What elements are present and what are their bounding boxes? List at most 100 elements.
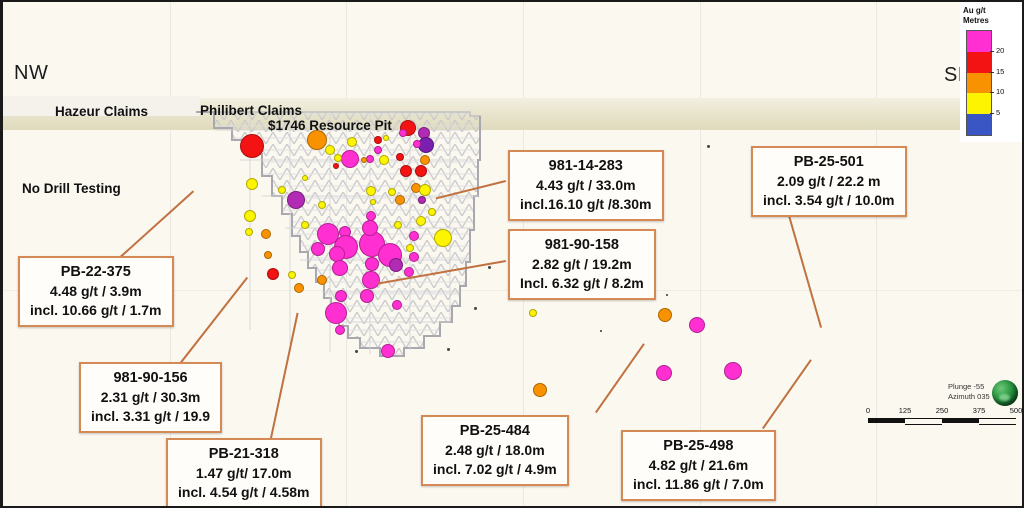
speck <box>666 294 668 296</box>
scale-bar-segment <box>868 418 905 423</box>
callout-pb-21-318[interactable]: PB-21-318 1.47 g/t/ 17.0m incl. 4.54 g/t /… <box>166 438 322 508</box>
drill-intercept-marker[interactable] <box>379 155 389 165</box>
drill-intercept-marker[interactable] <box>365 257 379 271</box>
drill-intercept-marker[interactable] <box>416 216 426 226</box>
drill-intercept-marker[interactable] <box>361 157 367 163</box>
legend-title: Au g/t Metres <box>963 6 989 26</box>
drill-intercept-marker[interactable] <box>420 155 430 165</box>
drill-intercept-marker[interactable] <box>245 228 253 236</box>
drill-intercept-marker[interactable] <box>366 186 376 196</box>
compass-sphere-icon <box>992 380 1018 406</box>
drill-intercept-marker[interactable] <box>362 271 380 289</box>
drill-intercept-marker[interactable] <box>418 196 426 204</box>
drill-intercept-marker[interactable] <box>347 137 357 147</box>
drill-intercept-marker[interactable] <box>332 260 348 276</box>
callout-hole-id: PB-22-375 <box>60 264 131 280</box>
legend-swatch-orange <box>967 72 991 94</box>
drill-intercept-marker[interactable] <box>388 188 396 196</box>
drill-intercept-marker[interactable] <box>267 268 279 280</box>
callout-dh-981-14-283[interactable]: 981-14-283 4.43 g/t / 33.0m incl.16.10 g/t… <box>508 150 664 222</box>
drill-intercept-marker[interactable] <box>404 267 414 277</box>
drill-intercept-marker[interactable] <box>374 146 382 154</box>
drill-intercept-marker[interactable] <box>381 344 395 358</box>
drill-intercept-marker[interactable] <box>294 283 304 293</box>
drill-intercept-marker[interactable] <box>400 165 412 177</box>
drill-intercept-marker[interactable] <box>335 290 347 302</box>
drill-intercept-marker[interactable] <box>288 271 296 279</box>
drill-intercept-marker[interactable] <box>366 211 376 221</box>
scale-bar-segment <box>942 418 979 423</box>
drill-intercept-marker[interactable] <box>311 242 325 256</box>
callout-pb-22-375[interactable]: PB-22-375 4.48 g/t / 3.9m incl. 10.66 g/t … <box>18 256 174 328</box>
callout-grade-width: 1.47 g/t/ 17.0m <box>195 465 292 482</box>
drill-intercept-marker[interactable] <box>341 150 359 168</box>
drill-intercept-marker[interactable] <box>261 229 271 239</box>
callout-hole-id: 981-90-158 <box>544 237 619 253</box>
drill-intercept-marker[interactable] <box>389 258 403 272</box>
direction-label-nw: NW <box>14 62 49 84</box>
callout-included-interval: incl. 11.86 g/t / 7.0m <box>633 475 764 492</box>
drill-intercept-marker[interactable] <box>689 317 705 333</box>
callout-included-interval: incl. 3.31 g/t / 19.9 <box>91 407 211 424</box>
drill-intercept-marker[interactable] <box>406 244 414 252</box>
frame-edge-bottom <box>0 506 1024 508</box>
drill-intercept-marker[interactable] <box>287 191 305 209</box>
orientation-readout: Plunge -55 Azimuth 035 <box>948 382 990 402</box>
drill-intercept-marker[interactable] <box>399 129 407 137</box>
drill-intercept-marker[interactable] <box>244 210 256 222</box>
drill-intercept-marker[interactable] <box>413 140 421 148</box>
callout-dh-981-90-158[interactable]: 981-90-158 2.82 g/t / 19.2m Incl. 6.32 g/t… <box>508 229 656 301</box>
speck <box>707 145 710 148</box>
drill-intercept-marker[interactable] <box>383 135 389 141</box>
map-label: $1746 Resource Pit <box>268 118 392 133</box>
drill-intercept-marker[interactable] <box>317 275 327 285</box>
callout-pb-25-498[interactable]: PB-25-498 4.82 g/t / 21.6m incl. 11.86 g/t… <box>621 430 776 502</box>
drill-intercept-marker[interactable] <box>366 155 374 163</box>
scale-bar-label: 250 <box>935 406 949 415</box>
legend-tick-label: 5 <box>996 108 1001 118</box>
drill-intercept-marker[interactable] <box>529 309 537 317</box>
drill-intercept-marker[interactable] <box>317 223 339 245</box>
drill-intercept-marker[interactable] <box>533 383 547 397</box>
drill-intercept-marker[interactable] <box>307 130 327 150</box>
drill-intercept-marker[interactable] <box>360 289 374 303</box>
drill-intercept-marker[interactable] <box>724 362 742 380</box>
drill-intercept-marker[interactable] <box>246 178 258 190</box>
drill-intercept-marker[interactable] <box>325 302 347 324</box>
drill-intercept-marker[interactable] <box>656 365 672 381</box>
drill-intercept-marker[interactable] <box>325 145 335 155</box>
drill-intercept-marker[interactable] <box>434 229 452 247</box>
drill-intercept-marker[interactable] <box>392 300 402 310</box>
drill-intercept-marker[interactable] <box>394 221 402 229</box>
callout-dh-981-90-156[interactable]: 981-90-156 2.31 g/t / 30.3m incl. 3.31 g/t… <box>79 362 223 434</box>
drill-intercept-marker[interactable] <box>334 154 342 162</box>
drill-intercept-marker[interactable] <box>318 201 326 209</box>
legend-tick-mark <box>990 92 994 94</box>
legend-tick-mark <box>990 71 994 73</box>
drill-intercept-marker[interactable] <box>409 252 419 262</box>
callout-pb-25-484[interactable]: PB-25-484 2.48 g/t / 18.0m incl. 7.02 g/t … <box>421 415 569 487</box>
drill-intercept-marker[interactable] <box>278 186 286 194</box>
speck <box>355 350 358 353</box>
drill-intercept-marker[interactable] <box>396 153 404 161</box>
drill-intercept-marker[interactable] <box>362 220 378 236</box>
drill-intercept-marker[interactable] <box>395 195 405 205</box>
drill-intercept-marker[interactable] <box>374 136 382 144</box>
drill-intercept-marker[interactable] <box>301 221 309 229</box>
drill-intercept-marker[interactable] <box>409 231 419 241</box>
drill-intercept-marker[interactable] <box>658 308 672 322</box>
drill-intercept-marker[interactable] <box>428 208 436 216</box>
azimuth-value: Azimuth 035 <box>948 392 990 402</box>
legend-swatch-blue <box>967 114 991 135</box>
drill-intercept-marker[interactable] <box>264 251 272 259</box>
drill-intercept-marker[interactable] <box>419 184 431 196</box>
drill-intercept-marker[interactable] <box>302 175 308 181</box>
drill-intercept-marker[interactable] <box>335 325 345 335</box>
drill-intercept-marker[interactable] <box>415 165 427 177</box>
scale-bar-label: 500 <box>1009 406 1023 415</box>
drill-intercept-marker[interactable] <box>333 163 339 169</box>
drill-intercept-marker[interactable] <box>240 134 264 158</box>
legend-tick-mark <box>990 50 994 52</box>
drill-intercept-marker[interactable] <box>370 199 376 205</box>
callout-pb-25-501[interactable]: PB-25-501 2.09 g/t / 22.2 m incl. 3.54 g/t… <box>751 146 907 218</box>
